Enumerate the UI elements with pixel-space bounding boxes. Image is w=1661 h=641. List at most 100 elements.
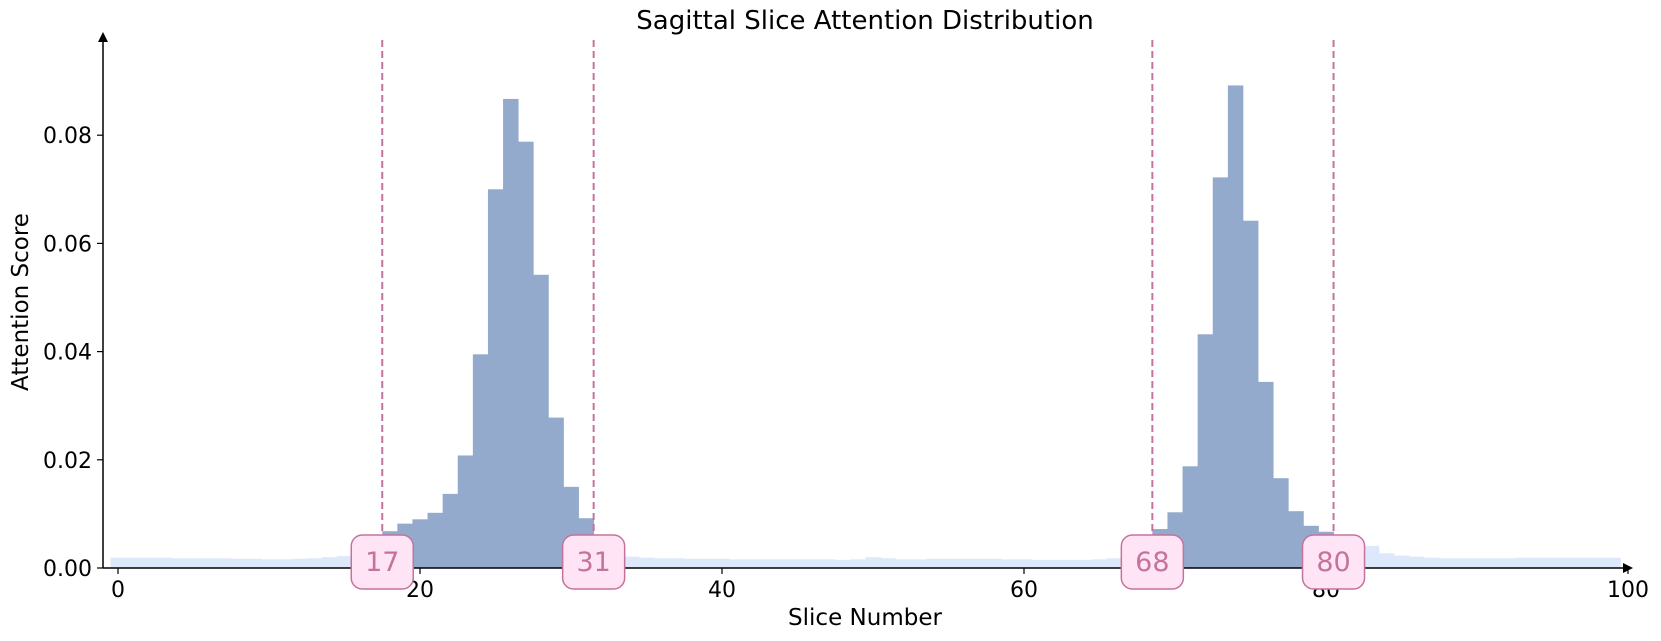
bar-slice-74 — [1227, 85, 1244, 569]
bar-slice-10 — [261, 559, 277, 568]
marker-box-68 — [1120, 534, 1185, 590]
bar-slice-29 — [548, 417, 564, 568]
bar-slice-0 — [110, 557, 126, 568]
bar-slice-2 — [140, 557, 157, 568]
bar-slice-8 — [231, 558, 247, 568]
marker-box-80 — [1301, 534, 1366, 590]
bar-slice-26 — [503, 98, 519, 568]
bar-slice-87 — [1424, 557, 1440, 568]
bar-slice-53 — [910, 559, 927, 568]
bar-slice-83 — [1363, 545, 1380, 568]
bar-slice-71 — [1182, 466, 1199, 568]
bar-slice-56 — [956, 558, 972, 568]
bar-slice-44 — [774, 559, 791, 568]
bar-slice-86 — [1409, 556, 1425, 568]
bar-slice-50 — [865, 557, 881, 568]
bar-slice-54 — [925, 558, 942, 568]
bar-slice-95 — [1544, 557, 1561, 568]
bar-slice-38 — [684, 558, 700, 568]
bar-slice-51 — [880, 558, 897, 568]
bar-slice-59 — [1001, 559, 1017, 568]
bar-slice-37 — [669, 558, 685, 568]
bar-slice-28 — [533, 274, 549, 568]
x-tick-label: 60 — [1010, 578, 1038, 603]
bar-slice-12 — [291, 558, 308, 568]
marker-label-68: 68 — [1135, 547, 1169, 578]
bar-slice-39 — [699, 558, 715, 568]
bar-slice-35 — [638, 557, 655, 568]
bar-slice-15 — [336, 556, 353, 568]
bar-slice-91 — [1484, 558, 1501, 568]
bar-slice-5 — [185, 558, 202, 568]
bar-slice-73 — [1212, 177, 1229, 568]
bar-slice-72 — [1197, 334, 1214, 568]
bar-slice-97 — [1575, 557, 1591, 568]
bar-slice-36 — [654, 558, 670, 568]
bar-slice-49 — [850, 559, 866, 568]
y-axis-title: Attention Score — [8, 213, 34, 391]
x-axis-title: Slice Number — [788, 605, 942, 631]
bar-slice-21 — [427, 512, 444, 568]
bar-slice-92 — [1499, 558, 1516, 568]
y-axis-arrow — [98, 32, 108, 42]
bar-slice-3 — [155, 557, 172, 568]
bar-slice-84 — [1378, 553, 1395, 568]
bar-slice-23 — [457, 455, 474, 568]
bar-slice-58 — [986, 558, 1002, 568]
marker-labels-group: 17 31 68 80 — [350, 534, 1366, 590]
y-tick-label: 0.08 — [43, 124, 92, 149]
bar-slice-41 — [729, 559, 746, 568]
bar-slice-11 — [276, 559, 293, 568]
bar-slice-88 — [1439, 558, 1455, 568]
bar-slice-46 — [805, 559, 821, 568]
bar-slice-78 — [1288, 511, 1304, 568]
bar-slice-52 — [895, 559, 912, 568]
y-tick-label: 0.06 — [43, 232, 92, 257]
bar-slice-57 — [971, 558, 987, 568]
bar-slice-94 — [1529, 557, 1546, 568]
bar-slice-75 — [1242, 220, 1259, 568]
bar-slice-47 — [820, 559, 836, 568]
bar-slice-77 — [1273, 478, 1289, 568]
y-tick-label: 0.00 — [43, 557, 92, 582]
bar-slice-60 — [1016, 559, 1032, 568]
bar-slice-9 — [246, 558, 262, 568]
bar-slice-34 — [623, 556, 640, 568]
y-tick-label: 0.02 — [43, 449, 92, 474]
bar-slice-25 — [487, 189, 504, 569]
marker-label-31: 31 — [576, 547, 610, 578]
bar-slice-93 — [1514, 557, 1531, 568]
marker-label-17: 17 — [365, 547, 399, 578]
bars-group — [110, 85, 1621, 569]
bar-slice-98 — [1590, 557, 1606, 568]
bar-slice-63 — [1061, 559, 1078, 568]
bar-slice-61 — [1031, 559, 1048, 568]
bar-slice-20 — [412, 519, 428, 568]
bar-slice-96 — [1560, 557, 1576, 568]
bar-slice-64 — [1076, 559, 1093, 568]
marker-label-80: 80 — [1316, 547, 1350, 578]
bar-slice-27 — [518, 141, 534, 568]
bar-slice-22 — [442, 493, 459, 568]
bar-slice-99 — [1605, 557, 1621, 568]
marker-lines-group — [381, 40, 1335, 568]
x-tick-label: 100 — [1607, 578, 1649, 603]
bar-slice-4 — [170, 558, 187, 568]
bar-slice-7 — [216, 558, 232, 568]
x-tick-label: 40 — [708, 578, 736, 603]
bar-slice-43 — [759, 559, 776, 568]
bar-slice-89 — [1454, 558, 1470, 568]
bar-slice-14 — [321, 557, 338, 568]
bar-slice-90 — [1469, 558, 1485, 568]
bar-slice-6 — [201, 558, 217, 568]
bar-slice-66 — [1107, 558, 1123, 568]
bar-slice-48 — [835, 559, 851, 568]
bar-slice-45 — [789, 559, 806, 568]
bar-slice-65 — [1091, 559, 1108, 568]
bar-slice-62 — [1046, 559, 1063, 568]
bar-slice-24 — [472, 354, 489, 568]
bar-slice-42 — [744, 559, 761, 568]
bar-slice-55 — [940, 558, 957, 568]
bar-slice-1 — [125, 557, 142, 568]
